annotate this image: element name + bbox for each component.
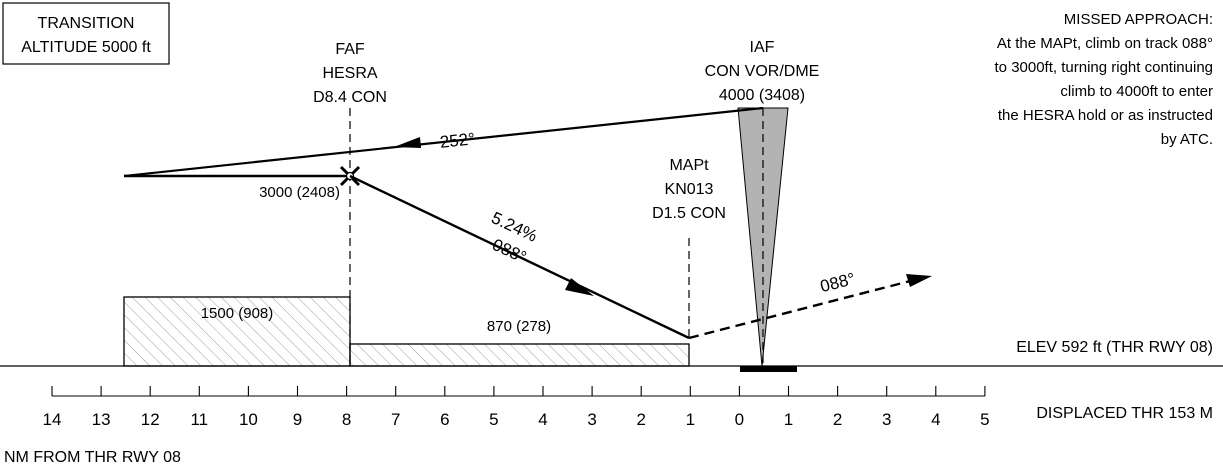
missed-line-3: to 3000ft, turning right continuing: [995, 59, 1213, 76]
scale-tick-label: 2: [636, 410, 645, 429]
scale-tick-label: 6: [440, 410, 449, 429]
missed-line-2: At the MAPt, climb on track 088°: [997, 35, 1213, 52]
scale-tick-label: 1: [686, 410, 695, 429]
obstacle-right-label: 870 (278): [487, 318, 551, 335]
inbound-track-arrow: [394, 137, 421, 148]
scale-tick-label: 1: [784, 410, 793, 429]
scale-tick-label: 5: [980, 410, 989, 429]
runway-symbol: [740, 366, 797, 372]
transition-line-1: TRANSITION: [38, 15, 135, 32]
faf-label-line-3: D8.4 CON: [313, 89, 387, 106]
missed-track-label: 088°: [818, 269, 857, 296]
inbound-track-label: 252°: [439, 129, 476, 152]
missed-line-4: climb to 4000ft to enter: [1060, 83, 1213, 100]
scale-tick-label: 10: [239, 410, 258, 429]
scale-tick-label: 3: [882, 410, 891, 429]
scale-tick-label: 7: [391, 410, 400, 429]
transition-altitude-box: TRANSITION ALTITUDE 5000 ft: [2, 2, 170, 65]
scale-tick-label: 9: [293, 410, 302, 429]
iaf-label-line-2: CON VOR/DME: [705, 63, 820, 80]
faf-altitude-label: 3000 (2408): [259, 184, 340, 201]
scale-label: NM FROM THR RWY 08: [4, 449, 181, 466]
inbound-track-line: [123, 106, 764, 178]
scale-tick-label: 4: [931, 410, 940, 429]
final-descent-arrow: [565, 278, 594, 296]
scale-tick-label: 5: [489, 410, 498, 429]
scale-tick-label: 14: [43, 410, 62, 429]
iaf-label-line-1: IAF: [750, 39, 775, 56]
missed-approach-arrow: [906, 274, 932, 287]
missed-approach-text: MISSED APPROACH: At the MAPt, climb on t…: [995, 11, 1213, 148]
scale-tick-label: 12: [141, 410, 160, 429]
elevation-label: ELEV 592 ft (THR RWY 08): [1016, 339, 1213, 356]
missed-approach-path: [688, 277, 919, 340]
obstacle-box-left: [123, 296, 351, 367]
missed-line-5: the HESRA hold or as instructed: [998, 107, 1213, 124]
scale-tick-label: 2: [833, 410, 842, 429]
transition-line-2: ALTITUDE 5000 ft: [21, 39, 151, 56]
iaf-label-line-3: 4000 (3408): [719, 87, 805, 104]
obstacle-left-label: 1500 (908): [201, 305, 274, 322]
faf-label-line-2: HESRA: [322, 65, 377, 82]
final-descent-line: [349, 174, 690, 340]
obstacle-box-right: [349, 343, 690, 367]
faf-label: FAF HESRA D8.4 CON: [313, 41, 387, 106]
mapt-label-line-2: KN013: [665, 181, 714, 198]
scale-tick-label: 0: [735, 410, 744, 429]
scale-tick-label: 8: [342, 410, 351, 429]
displaced-threshold-label: DISPLACED THR 153 M: [1036, 405, 1213, 422]
mapt-label: MAPt KN013 D1.5 CON: [652, 157, 726, 222]
faf-label-line-1: FAF: [335, 41, 365, 58]
mapt-label-line-3: D1.5 CON: [652, 205, 726, 222]
scale-tick-label: 3: [587, 410, 596, 429]
scale-tick-label: 4: [538, 410, 547, 429]
mapt-label-line-1: MAPt: [669, 157, 709, 174]
scale-tick-label: 11: [190, 410, 208, 429]
distance-scale: 14 13 12 11 10 9 8 7 6 5 4 3 2 1 0 1 2 3 4 5: [43, 386, 990, 429]
missed-line-6: by ATC.: [1161, 131, 1213, 148]
scale-tick-label: 13: [92, 410, 111, 429]
iaf-label: IAF CON VOR/DME 4000 (3408): [705, 39, 820, 104]
iaf-cone: [737, 107, 789, 367]
missed-line-1: MISSED APPROACH:: [1064, 11, 1213, 28]
